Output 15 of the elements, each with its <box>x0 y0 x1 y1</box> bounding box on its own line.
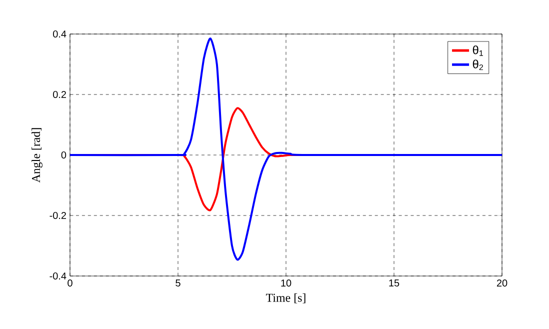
line-series <box>70 38 502 261</box>
y-tick-label: 0.2 <box>53 90 66 98</box>
y-axis-title: Angle [rad] <box>32 128 42 183</box>
legend-label: θ$_{2}$ <box>472 60 483 70</box>
x-tick-label: 20 <box>496 280 508 287</box>
x-tick-label: 0 <box>68 280 72 287</box>
y-tick-label: 0.4 <box>53 30 66 38</box>
x-tick-label: 15 <box>389 280 400 286</box>
y-tick-label: -0.4 <box>50 272 66 280</box>
x-tick-label: 5 <box>176 280 180 286</box>
x-axis-title: Time [s] <box>266 293 306 304</box>
y-tick-label: -0.2 <box>50 212 66 220</box>
x-tick-label: 10 <box>281 280 292 287</box>
legend-label: θ$_{1}$ <box>472 45 483 56</box>
y-tick-label: 0 <box>61 151 66 159</box>
